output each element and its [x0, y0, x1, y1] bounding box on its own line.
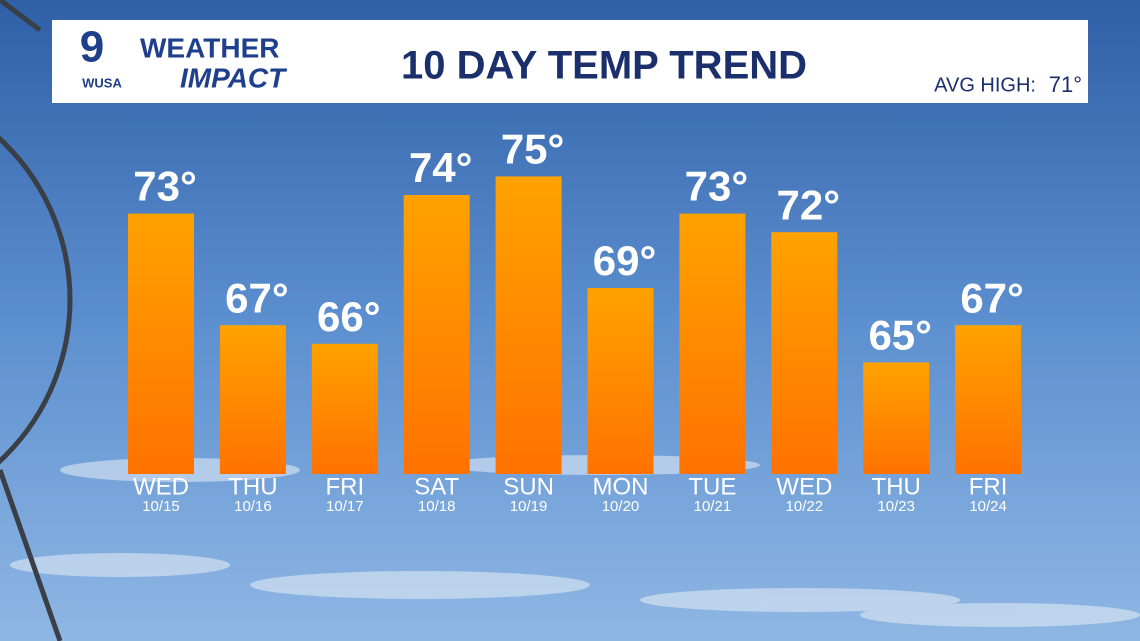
value-label: 75°: [501, 125, 565, 172]
bar: [955, 325, 1022, 474]
date-label: 10/22: [786, 498, 824, 515]
date-label: 10/24: [969, 498, 1007, 515]
date-label: 10/16: [234, 498, 272, 515]
logo-station: WUSA: [82, 75, 122, 90]
bar: [128, 213, 194, 474]
bar: [587, 288, 654, 474]
value-label: 67°: [960, 274, 1024, 321]
bar: [679, 213, 746, 474]
logo-number: 9: [80, 23, 104, 72]
value-label: 74°: [409, 144, 473, 191]
logo-brand-bottom: IMPACT: [180, 62, 288, 93]
bar: [863, 362, 930, 474]
x-tick-label: WED: [133, 473, 189, 500]
date-label: 10/19: [510, 498, 548, 515]
bar: [403, 195, 470, 474]
x-tick-label: TUE: [688, 473, 736, 500]
value-label: 69°: [593, 237, 657, 284]
logo-brand-top: WEATHER: [140, 32, 279, 63]
date-label: 10/23: [877, 498, 915, 515]
bar: [311, 343, 378, 474]
value-label: 66°: [317, 293, 381, 340]
value-label: 67°: [225, 274, 289, 321]
bar: [771, 232, 838, 474]
x-tick-label: THU: [872, 473, 921, 500]
date-label: 10/20: [602, 498, 640, 515]
value-label: 72°: [777, 181, 841, 228]
x-tick-label: SAT: [414, 473, 459, 500]
date-label: 10/17: [326, 498, 364, 515]
date-label: 10/15: [142, 498, 180, 515]
x-tick-label: FRI: [969, 473, 1008, 500]
x-tick-label: SUN: [503, 473, 554, 500]
avg-high-value: 71°: [1049, 72, 1082, 97]
value-label: 65°: [868, 311, 932, 358]
x-tick-label: FRI: [325, 473, 364, 500]
bar: [219, 325, 286, 474]
date-label: 10/21: [694, 498, 732, 515]
avg-high-label: AVG HIGH:: [934, 74, 1036, 96]
chart-title: 10 DAY TEMP TREND: [401, 44, 807, 88]
ferris-wheel: [0, 0, 73, 641]
value-label: 73°: [685, 163, 749, 210]
x-tick-label: MON: [593, 473, 649, 500]
x-tick-label: THU: [228, 473, 277, 500]
header-bar: [52, 20, 1088, 103]
value-label: 73°: [133, 163, 197, 210]
bar: [495, 176, 562, 474]
x-tick-label: WED: [776, 473, 832, 500]
date-label: 10/18: [418, 498, 456, 515]
